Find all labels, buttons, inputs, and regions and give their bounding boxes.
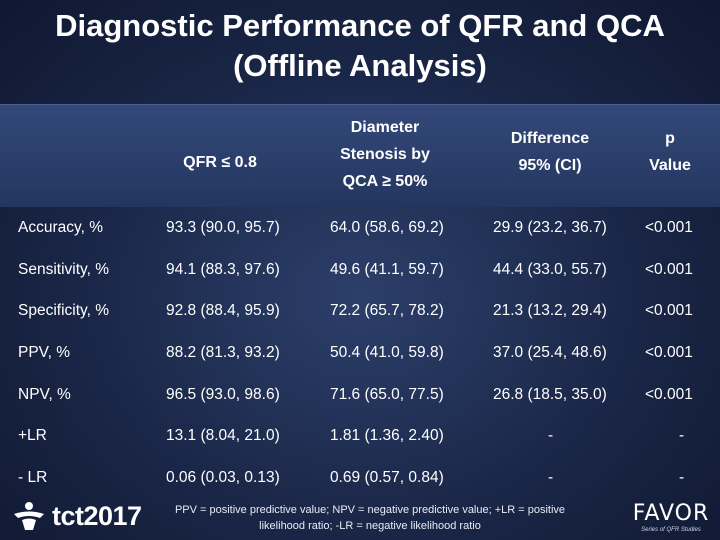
row-label: Sensitivity, % [18,260,110,278]
table-header: QFR ≤ 0.8 Diameter Stenosis by QCA ≥ 50%… [0,104,720,207]
header-difference: Difference 95% (CI) [510,130,590,174]
cell-p-value: - [679,427,685,445]
cell-qca: 50.4 (41.0, 59.8) [330,344,444,362]
cell-qfr: 96.5 (93.0, 98.6) [166,385,280,403]
row-label: - LR [18,469,48,487]
tct-logo-text: tct2017 [52,500,142,531]
table-row: Sensitivity, % 94.1 (88.3, 97.6) 49.6 (4… [0,249,720,291]
header-qca: Diameter Stenosis by QCA ≥ 50% [340,118,430,190]
cell-qca: 0.69 (0.57, 0.84) [330,469,444,487]
slide-title: Diagnostic Performance of QFR and QCA (O… [0,6,720,86]
cell-difference: 21.3 (13.2, 29.4) [493,302,607,320]
cell-qfr: 93.3 (90.0, 95.7) [166,219,280,236]
cell-difference: 37.0 (25.4, 48.6) [493,344,607,362]
table-row: +LR 13.1 (8.04, 21.0) 1.81 (1.36, 2.40) … [0,415,720,457]
cell-difference: - [548,469,554,487]
cell-qfr: 92.8 (88.4, 95.9) [166,302,280,320]
title-line-2: (Offline Analysis) [233,48,487,83]
favor-logo: FAVOR Series of QFR Studies [630,502,712,535]
table-row: NPV, % 96.5 (93.0, 98.6) 71.6 (65.0, 77.… [0,374,720,416]
footnote-line-2: likelihood ratio; -LR = negative likelih… [259,520,481,532]
cell-p-value: - [679,469,685,487]
cell-p-value: <0.001 [645,260,693,278]
table-row: PPV, % 88.2 (81.3, 93.2) 50.4 (41.0, 59.… [0,332,720,374]
cell-qca: 1.81 (1.36, 2.40) [330,427,444,445]
cell-difference: 29.9 (23.2, 36.7) [493,219,607,236]
cell-qca: 64.0 (58.6, 69.2) [330,219,444,236]
performance-table: QFR ≤ 0.8 Diameter Stenosis by QCA ≥ 50%… [0,104,720,499]
row-label: PPV, % [18,344,70,362]
row-label: Accuracy, % [18,219,103,236]
cell-p-value: <0.001 [645,344,693,362]
favor-logo-text: FAVOR [632,501,710,526]
cell-difference: 26.8 (18.5, 35.0) [493,385,607,403]
footnote-line-1: PPV = positive predictive value; NPV = n… [174,504,566,516]
cell-qfr: 13.1 (8.04, 21.0) [166,427,280,445]
table-row: Specificity, % 92.8 (88.4, 95.9) 72.2 (6… [0,290,720,332]
cell-qfr: 88.2 (81.3, 93.2) [166,344,280,362]
header-qfr: QFR ≤ 0.8 [183,153,257,171]
cell-difference: 44.4 (33.0, 55.7) [493,260,607,278]
tct-mark-icon [14,502,44,530]
row-label: +LR [18,427,47,445]
cell-difference: - [548,427,554,445]
cell-qca: 49.6 (41.1, 59.7) [330,260,444,278]
cell-qfr: 94.1 (88.3, 97.6) [166,260,280,278]
cell-p-value: <0.001 [645,385,693,403]
table-row: - LR 0.06 (0.03, 0.13) 0.69 (0.57, 0.84)… [0,457,720,499]
tct2017-logo: tct2017 [12,500,142,532]
favor-logo-subtitle: Series of QFR Studies [641,527,701,533]
cell-qca: 71.6 (65.0, 77.5) [330,385,444,403]
cell-p-value: <0.001 [645,219,693,236]
header-p-value: p Value [649,130,691,174]
cell-qfr: 0.06 (0.03, 0.13) [166,469,280,487]
cell-p-value: <0.001 [645,302,693,320]
cell-qca: 72.2 (65.7, 78.2) [330,302,444,320]
table-row: Accuracy, % 93.3 (90.0, 95.7) 64.0 (58.6… [0,207,720,249]
row-label: Specificity, % [18,302,110,320]
row-label: NPV, % [18,385,71,403]
footnote: PPV = positive predictive value; NPV = n… [150,502,590,534]
title-line-1: Diagnostic Performance of QFR and QCA [55,8,665,43]
